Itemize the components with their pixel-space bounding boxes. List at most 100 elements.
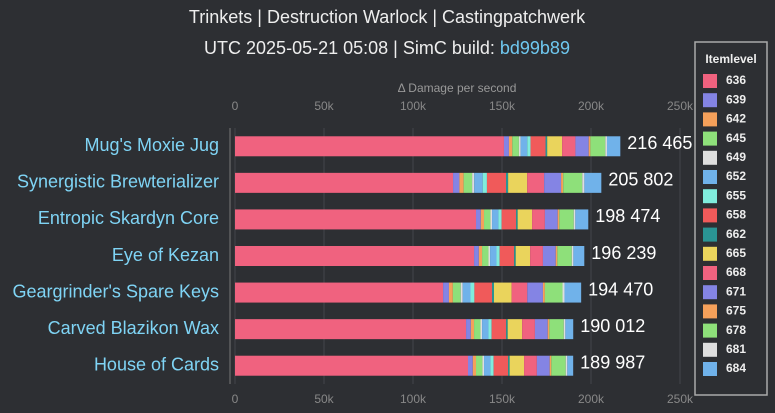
legend-label: 678 <box>726 323 746 337</box>
x-tick-label-top: 250k <box>667 99 694 113</box>
bar-segment <box>557 246 572 266</box>
bar-segment <box>590 136 606 157</box>
legend-swatch <box>703 323 717 338</box>
bar-segment <box>235 172 454 193</box>
chart-subtitle: UTC 2025-05-21 05:08 | SimC build: bd99b… <box>204 38 570 58</box>
legend-swatch <box>703 131 717 146</box>
bar-segment <box>506 172 509 193</box>
bar-segment <box>522 319 535 340</box>
bar-segment <box>484 355 491 376</box>
bar-segment <box>448 282 453 303</box>
bar-segment <box>518 136 521 157</box>
bar-segment <box>453 172 460 193</box>
bar-segment <box>496 246 500 266</box>
legend-label: 636 <box>726 73 746 87</box>
total-label: 190 012 <box>580 316 645 336</box>
bar-segment <box>235 355 469 376</box>
legend-label: 639 <box>726 92 746 106</box>
bar-segment <box>474 282 493 303</box>
bar-segment <box>516 209 518 230</box>
total-label: 198 474 <box>595 206 660 226</box>
bar-segment <box>474 319 481 340</box>
legend-title: Itemlevel <box>705 52 756 66</box>
bar-segment <box>235 319 467 340</box>
legend-swatch <box>703 246 717 261</box>
bar-segment <box>493 282 512 303</box>
legend-swatch <box>703 304 717 319</box>
total-label: 194 470 <box>588 279 653 299</box>
legend-swatch <box>703 362 717 376</box>
bar-segment <box>470 319 475 340</box>
bar-segment <box>235 282 444 303</box>
legend-label: 668 <box>726 265 746 279</box>
bar-segment <box>549 355 552 376</box>
bar-segment <box>476 355 483 376</box>
bar-segment <box>509 355 525 376</box>
bar-segment <box>490 246 497 266</box>
bar-segment <box>565 355 568 376</box>
bar-segment <box>501 209 517 230</box>
x-tick-label-bottom: 0 <box>232 392 239 406</box>
y-tick-label: Carved Blazikon Wax <box>48 318 219 338</box>
y-tick-label: Geargrinder's Spare Keys <box>12 281 219 301</box>
bar-segment <box>484 209 491 230</box>
bar-segment <box>476 209 481 230</box>
bar-segment <box>512 136 519 157</box>
legend-label: 662 <box>726 227 746 241</box>
y-tick-label: House of Cards <box>94 354 219 374</box>
legend-label: 681 <box>726 342 746 356</box>
bar-segment <box>463 172 473 193</box>
legend-label: 665 <box>726 246 746 260</box>
bar-segment <box>511 282 528 303</box>
legend-label: 658 <box>726 208 746 222</box>
bar-segment <box>482 319 489 340</box>
legend-swatch <box>703 74 717 88</box>
bar-segment <box>492 282 494 303</box>
legend-label: 642 <box>726 112 746 126</box>
legend-swatch <box>703 342 717 357</box>
total-label: 196 239 <box>591 243 656 263</box>
bar-segment <box>472 172 475 193</box>
bar-segment <box>588 136 591 157</box>
bar-segment <box>482 355 485 376</box>
legend-box <box>694 41 768 396</box>
bar-segment <box>571 246 574 266</box>
bar-segment <box>575 209 589 230</box>
bar-segment <box>551 355 566 376</box>
x-tick-label-top: 0 <box>232 99 239 113</box>
bar-segment <box>490 355 494 376</box>
bar-segment <box>499 246 515 266</box>
build-link[interactable]: bd99b89 <box>500 38 570 58</box>
bar-segment <box>527 172 545 193</box>
legend-label: 645 <box>726 131 746 145</box>
bar-segment <box>235 246 475 266</box>
bar-segment <box>235 209 477 230</box>
x-tick-label-top: 150k <box>489 99 516 113</box>
bar-segment <box>545 136 548 157</box>
legend-swatch <box>703 208 717 223</box>
y-tick-label: Synergistic Brewterializer <box>17 172 219 192</box>
bar-segment <box>488 319 492 340</box>
bar-segment <box>468 355 473 376</box>
x-axis-label: Δ Damage per second <box>398 81 517 95</box>
bar-segment <box>462 282 471 303</box>
x-tick-label-bottom: 50k <box>314 392 334 406</box>
bar-segment <box>565 319 574 340</box>
bar-segment <box>534 319 548 340</box>
bar-segment <box>492 209 499 230</box>
bar-segment <box>514 246 516 266</box>
bar-segment <box>493 355 509 376</box>
bar-segment <box>561 172 564 193</box>
bar-segment <box>573 246 585 266</box>
chart-title: Trinkets | Destruction Warlock | Casting… <box>189 7 586 27</box>
legend-label: 649 <box>726 150 746 164</box>
bar-segment <box>544 172 562 193</box>
legend-swatch <box>703 112 717 127</box>
y-tick-label: Mug's Moxie Jug <box>85 135 220 155</box>
bar-segment <box>567 355 574 376</box>
bar-segment <box>459 172 464 193</box>
legend-label: 655 <box>726 188 746 202</box>
bar-segment <box>563 319 566 340</box>
y-tick-label: Eye of Kezan <box>112 245 219 265</box>
bar-segment <box>482 172 487 193</box>
